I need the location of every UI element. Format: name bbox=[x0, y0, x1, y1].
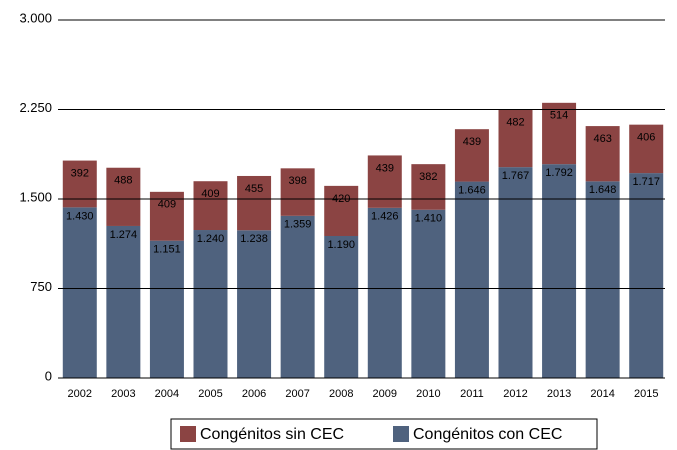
legend-box bbox=[170, 418, 598, 450]
bar-segment bbox=[237, 230, 272, 378]
bar-segment bbox=[498, 167, 533, 378]
bar-segment bbox=[585, 126, 620, 182]
bar-segment bbox=[585, 181, 620, 378]
bar-segment bbox=[149, 240, 184, 378]
bar-segment bbox=[237, 175, 272, 231]
bar-segment bbox=[411, 209, 446, 378]
value-label: 1.648 bbox=[589, 184, 617, 196]
bar-segment bbox=[454, 181, 489, 378]
value-label: 398 bbox=[288, 175, 306, 187]
value-label: 1.717 bbox=[632, 176, 660, 188]
bar-segment bbox=[324, 185, 359, 236]
y-tick-label: 750 bbox=[30, 279, 52, 294]
value-label: 455 bbox=[245, 183, 263, 195]
legend-swatch bbox=[180, 426, 196, 442]
value-label: 463 bbox=[593, 133, 611, 145]
x-tick-label: 2014 bbox=[590, 388, 614, 400]
value-label: 514 bbox=[550, 110, 568, 122]
value-label: 409 bbox=[201, 188, 219, 200]
bar-segment bbox=[629, 124, 664, 174]
bar-segment bbox=[280, 215, 315, 378]
bar-segment bbox=[149, 191, 184, 241]
x-tick-label: 2015 bbox=[634, 388, 658, 400]
value-label: 1.190 bbox=[327, 239, 355, 251]
bar-segment bbox=[280, 168, 315, 216]
value-label: 1.240 bbox=[197, 233, 225, 245]
bar-segment bbox=[411, 164, 446, 210]
y-tick-label: 2.250 bbox=[19, 100, 52, 115]
value-label: 439 bbox=[463, 136, 481, 148]
x-tick-label: 2007 bbox=[285, 388, 309, 400]
bar-segment bbox=[62, 207, 97, 378]
value-label: 1.238 bbox=[240, 233, 268, 245]
value-label: 1.274 bbox=[110, 229, 138, 241]
bar-segment bbox=[193, 181, 228, 231]
value-label: 392 bbox=[71, 167, 89, 179]
legend-swatch bbox=[393, 426, 409, 442]
bar-segment bbox=[106, 225, 141, 378]
x-tick-label: 2003 bbox=[111, 388, 135, 400]
value-label: 1.359 bbox=[284, 219, 312, 231]
y-tick-label: 1.500 bbox=[19, 189, 52, 204]
y-tick-label: 3.000 bbox=[19, 10, 52, 25]
value-label: 1.767 bbox=[502, 170, 530, 182]
value-label: 1.426 bbox=[371, 211, 399, 223]
value-label: 1.646 bbox=[458, 184, 486, 196]
bar-segment bbox=[106, 167, 141, 226]
value-label: 1.410 bbox=[415, 213, 443, 225]
value-label: 409 bbox=[158, 199, 176, 211]
value-label: 482 bbox=[506, 117, 524, 129]
x-tick-label: 2006 bbox=[242, 388, 266, 400]
x-tick-label: 2011 bbox=[460, 388, 484, 400]
value-label: 488 bbox=[114, 175, 132, 187]
bar-segment bbox=[542, 102, 577, 165]
x-tick-label: 2013 bbox=[547, 388, 571, 400]
value-label: 382 bbox=[419, 171, 437, 183]
bar-segment bbox=[62, 160, 97, 208]
x-tick-label: 2010 bbox=[416, 388, 440, 400]
x-tick-label: 2009 bbox=[373, 388, 397, 400]
bar-segment bbox=[193, 230, 228, 378]
bar-segment bbox=[498, 109, 533, 168]
bar-segment bbox=[542, 164, 577, 378]
value-label: 406 bbox=[637, 132, 655, 144]
legend-label: Congénitos sin CEC bbox=[200, 426, 344, 443]
x-tick-label: 2002 bbox=[68, 388, 92, 400]
bar-segment bbox=[324, 235, 359, 378]
value-label: 1.151 bbox=[153, 244, 181, 256]
value-label: 439 bbox=[376, 162, 394, 174]
value-label: 1.792 bbox=[545, 167, 573, 179]
legend-label: Congénitos con CEC bbox=[413, 426, 562, 443]
bar-segment bbox=[629, 173, 664, 378]
x-tick-label: 2005 bbox=[198, 388, 222, 400]
value-label: 1.430 bbox=[66, 210, 94, 222]
bar-segment bbox=[367, 207, 402, 378]
x-tick-label: 2012 bbox=[503, 388, 527, 400]
x-tick-label: 2008 bbox=[329, 388, 353, 400]
bar-segment bbox=[454, 129, 489, 182]
x-tick-label: 2004 bbox=[155, 388, 179, 400]
y-tick-label: 0 bbox=[45, 368, 52, 383]
